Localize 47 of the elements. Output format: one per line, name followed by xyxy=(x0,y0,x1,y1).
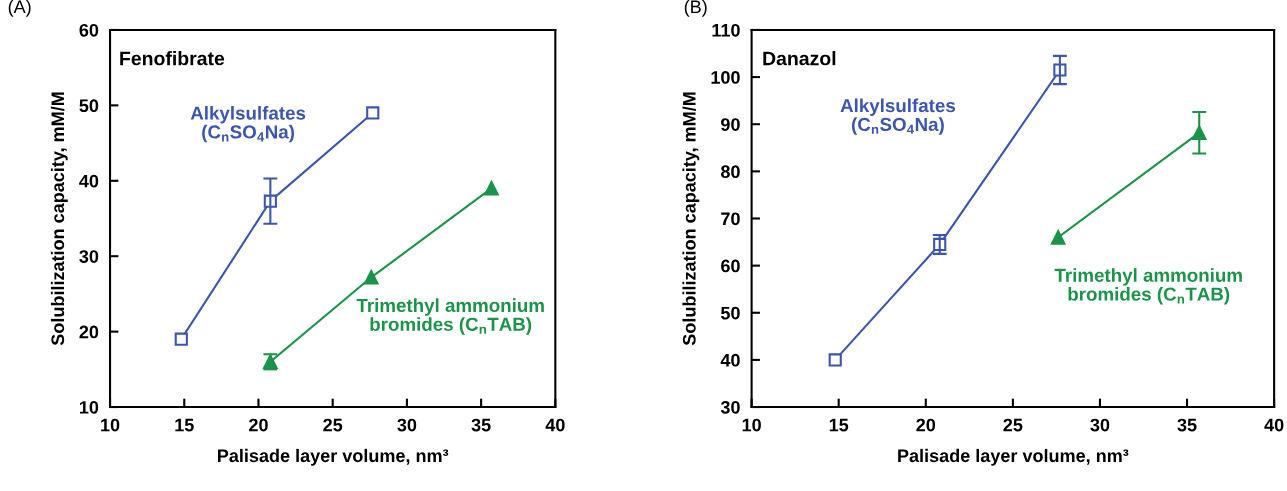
y-tick-label: 80 xyxy=(720,165,740,179)
y-axis-title: Solubilization capacity, mM/M xyxy=(682,92,700,346)
point xyxy=(366,106,380,120)
x-tick-label: 30 xyxy=(397,418,417,432)
y-tick-label: 100 xyxy=(711,71,740,84)
y-tick-label: 70 xyxy=(721,212,740,226)
y-tick-label: 10 xyxy=(79,400,99,414)
text: Danazol xyxy=(763,51,836,66)
series-label: Trimethyl ammonium bromides (C$_{n}$TAB) xyxy=(1054,268,1242,305)
series-label: Alkylsulfates (C$_{n}$SO$_{4}$Na) xyxy=(190,105,306,143)
y-tick-label: 60 xyxy=(79,23,99,37)
x-tick-label: 30 xyxy=(1090,418,1110,432)
x-tick-label: 35 xyxy=(471,418,491,432)
series-label: Trimethyl ammonium bromides (C$_{n}$TAB) xyxy=(356,298,544,335)
x-tick-label: 40 xyxy=(1264,418,1284,432)
x-axis-title: Palisade layer volume, nm³ xyxy=(898,448,1129,466)
chart-title: (A) xyxy=(8,0,31,17)
x-tick-label: 10 xyxy=(742,418,761,432)
y-tick-label: 50 xyxy=(720,306,740,320)
point xyxy=(1050,230,1066,245)
y-tick-label: 30 xyxy=(720,400,740,414)
point xyxy=(363,270,379,285)
point xyxy=(828,353,842,367)
x-tick-label: 25 xyxy=(1003,418,1023,432)
y-tick-label: 40 xyxy=(720,353,740,367)
x-tick-label: 15 xyxy=(175,418,194,432)
y-tick-label: 40 xyxy=(79,174,99,188)
y-tick-label: 90 xyxy=(721,118,740,131)
text: Fenofibrate xyxy=(120,51,225,66)
y-axis-title: Solubilization capacity, mM/M xyxy=(50,92,68,346)
y-tick-label: 50 xyxy=(79,99,99,113)
x-tick-label: 20 xyxy=(916,418,936,432)
x-tick-label: 20 xyxy=(249,418,268,432)
y-tick-label: 110 xyxy=(712,23,740,37)
text: Alkylsulfates (C$_{n}$SO$_{4}$Na) xyxy=(840,98,955,135)
x-tick-label: 25 xyxy=(323,418,343,432)
y-tick-label: 60 xyxy=(721,259,740,273)
chart-title: (B) xyxy=(684,0,707,17)
x-tick-label: 15 xyxy=(829,418,849,432)
point xyxy=(484,181,499,196)
x-tick-label: 35 xyxy=(1177,418,1197,432)
x-axis-title: Palisade layer volume, nm³ xyxy=(218,448,449,466)
y-tick-label: 20 xyxy=(79,325,99,339)
x-tick-label: 10 xyxy=(101,418,120,432)
y-tick-label: 30 xyxy=(79,250,99,263)
x-tick-label: 40 xyxy=(545,418,565,432)
point xyxy=(174,332,188,346)
